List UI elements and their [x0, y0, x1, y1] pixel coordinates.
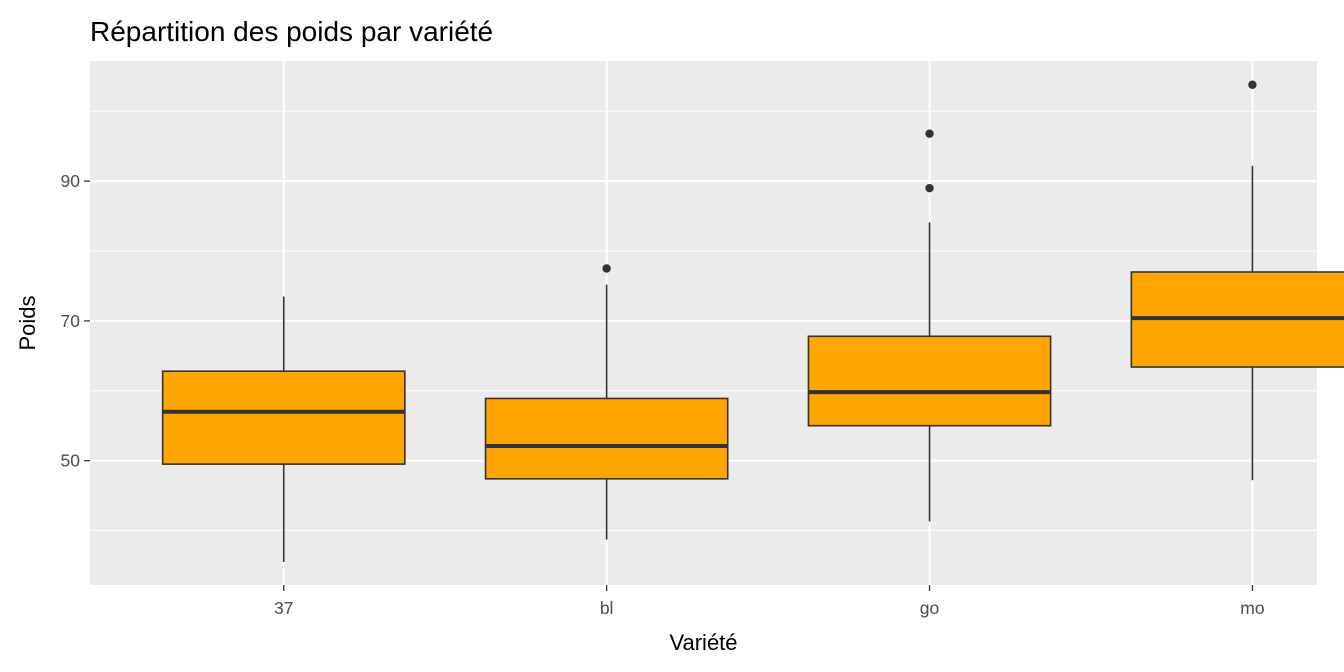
box-mo [1130, 80, 1344, 481]
x-axis: 37 bl go mo [274, 585, 1265, 618]
x-tick-label: mo [1240, 598, 1264, 618]
box-iqr [807, 335, 1052, 427]
outlier-point [602, 264, 611, 273]
outlier-point [925, 183, 934, 193]
x-tick-label: 37 [274, 598, 293, 618]
y-axis-title: Poids [15, 295, 40, 350]
x-tick-label: bl [600, 598, 614, 618]
y-tick-label: 70 [61, 311, 81, 331]
outlier-point [1248, 80, 1257, 89]
outlier-point [925, 129, 934, 138]
chart-title: Répartition des poids par variété [90, 16, 493, 47]
box-37 [161, 296, 406, 562]
box-iqr [161, 370, 406, 465]
y-axis: 50 70 90 [61, 171, 90, 471]
box-bl [484, 264, 729, 540]
box-layer [161, 80, 1344, 562]
y-tick-label: 50 [61, 451, 81, 471]
x-tick-label: go [920, 598, 939, 618]
y-tick-label: 90 [61, 171, 81, 191]
box-iqr [484, 397, 729, 480]
box-go [807, 129, 1052, 522]
x-axis-title: Variété [669, 630, 737, 655]
plot-panel [90, 61, 1317, 585]
